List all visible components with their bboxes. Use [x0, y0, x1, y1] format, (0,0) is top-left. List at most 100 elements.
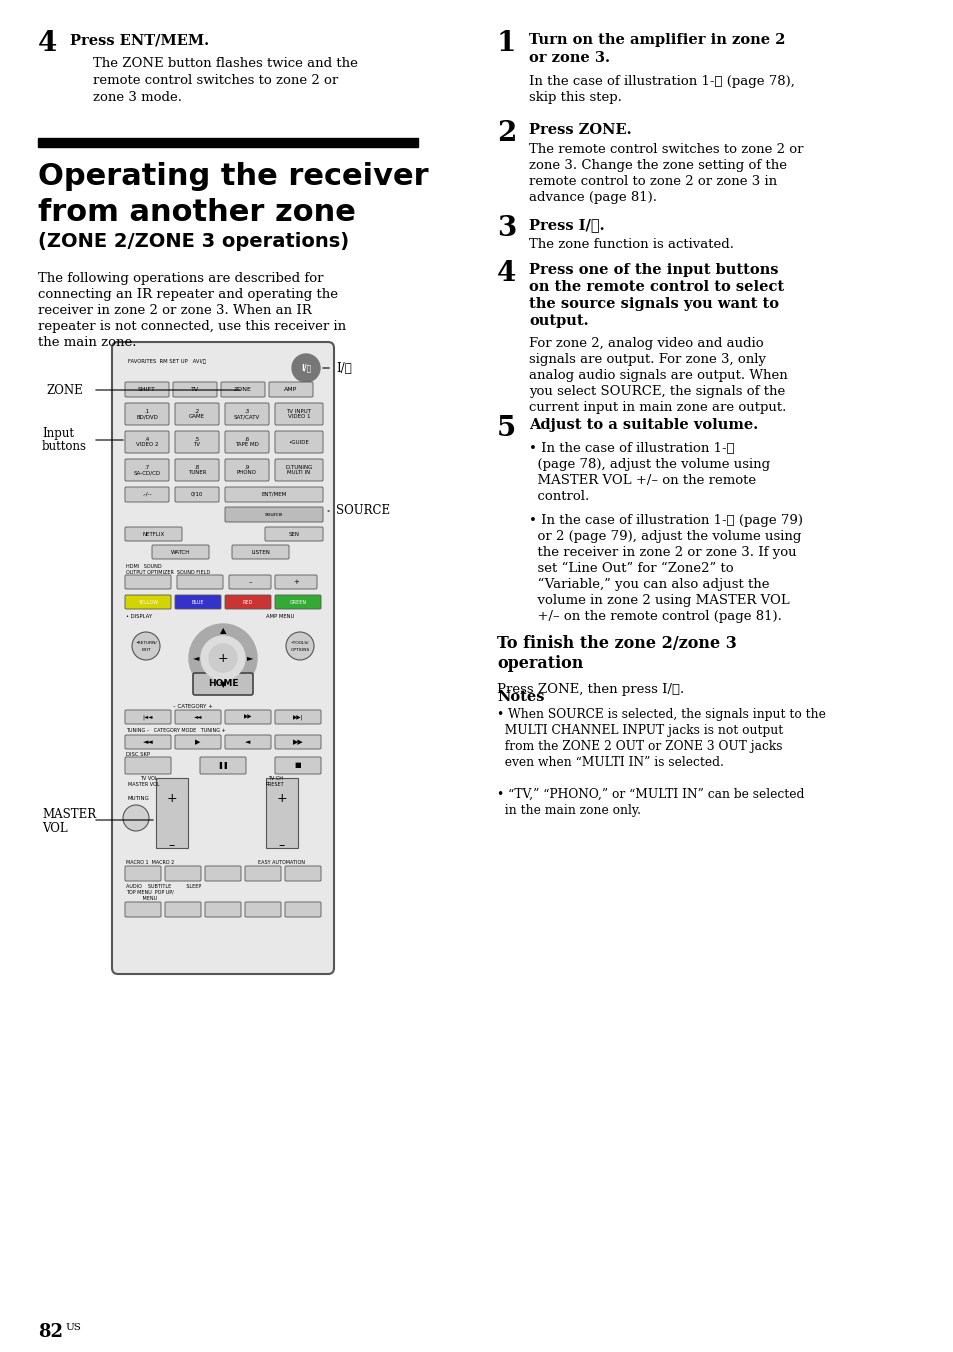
- Text: the main zone.: the main zone.: [38, 337, 136, 349]
- FancyBboxPatch shape: [125, 458, 169, 481]
- Text: Press one of the input buttons: Press one of the input buttons: [529, 264, 778, 277]
- Text: The ZONE button flashes twice and the: The ZONE button flashes twice and the: [92, 57, 357, 70]
- Text: For zone 2, analog video and audio: For zone 2, analog video and audio: [529, 337, 762, 350]
- Text: +: +: [276, 791, 287, 804]
- Text: Turn on the amplifier in zone 2: Turn on the amplifier in zone 2: [529, 32, 784, 47]
- FancyBboxPatch shape: [285, 902, 320, 917]
- Text: ▲: ▲: [219, 626, 226, 635]
- FancyBboxPatch shape: [269, 383, 313, 397]
- Text: signals are output. For zone 3, only: signals are output. For zone 3, only: [529, 353, 765, 366]
- Text: “Variable,” you can also adjust the: “Variable,” you can also adjust the: [529, 579, 769, 591]
- Text: MUTING: MUTING: [128, 795, 150, 800]
- Text: or 2 (page 79), adjust the volume using: or 2 (page 79), adjust the volume using: [529, 530, 801, 544]
- Text: OPTIONS: OPTIONS: [290, 648, 310, 652]
- Text: remote control to zone 2 or zone 3 in: remote control to zone 2 or zone 3 in: [529, 174, 777, 188]
- FancyBboxPatch shape: [125, 902, 161, 917]
- Text: TV CH: TV CH: [268, 776, 283, 780]
- Circle shape: [292, 354, 319, 383]
- Text: ▶▶: ▶▶: [244, 714, 252, 719]
- FancyBboxPatch shape: [225, 710, 271, 725]
- FancyBboxPatch shape: [174, 458, 219, 481]
- Text: .6
TAPE MD: .6 TAPE MD: [234, 437, 258, 448]
- Text: • DISPLAY: • DISPLAY: [126, 614, 152, 618]
- Text: Input: Input: [42, 427, 74, 441]
- FancyBboxPatch shape: [125, 383, 169, 397]
- FancyBboxPatch shape: [125, 710, 171, 725]
- Circle shape: [132, 631, 160, 660]
- Text: WATCH: WATCH: [171, 549, 190, 554]
- Text: 2: 2: [497, 120, 516, 147]
- FancyBboxPatch shape: [112, 342, 334, 973]
- Text: ►: ►: [247, 653, 253, 662]
- Text: OUTPUT OPTIMIZER  SOUND FIELD: OUTPUT OPTIMIZER SOUND FIELD: [126, 569, 210, 575]
- Text: remote control switches to zone 2 or: remote control switches to zone 2 or: [92, 74, 338, 87]
- Text: TOP MENU  POP UP/: TOP MENU POP UP/: [126, 890, 173, 895]
- Text: •RETURN/: •RETURN/: [135, 641, 157, 645]
- FancyBboxPatch shape: [125, 595, 171, 608]
- Text: Press ENT/MEM.: Press ENT/MEM.: [70, 32, 209, 47]
- Text: connecting an IR repeater and operating the: connecting an IR repeater and operating …: [38, 288, 337, 301]
- Bar: [156, 777, 188, 848]
- Text: •GUIDE: •GUIDE: [288, 439, 309, 445]
- Text: GREEN: GREEN: [289, 599, 306, 604]
- FancyBboxPatch shape: [274, 431, 323, 453]
- Text: the receiver in zone 2 or zone 3. If you: the receiver in zone 2 or zone 3. If you: [529, 546, 796, 558]
- Text: ■: ■: [294, 763, 301, 768]
- Text: +: +: [167, 791, 177, 804]
- Text: –: –: [278, 840, 285, 853]
- Text: EXIT: EXIT: [141, 648, 151, 652]
- Text: +: +: [217, 652, 228, 664]
- Text: skip this step.: skip this step.: [529, 91, 621, 104]
- FancyBboxPatch shape: [174, 595, 221, 608]
- Text: control.: control.: [529, 489, 589, 503]
- Circle shape: [123, 804, 149, 831]
- Text: operation: operation: [497, 654, 583, 672]
- Text: AMP: AMP: [284, 387, 297, 392]
- Text: ZONE: ZONE: [46, 384, 83, 396]
- FancyBboxPatch shape: [205, 902, 241, 917]
- Text: you select SOURCE, the signals of the: you select SOURCE, the signals of the: [529, 385, 784, 397]
- Text: ◄◄: ◄◄: [143, 740, 153, 745]
- Text: Press I/Ⓢ.: Press I/Ⓢ.: [529, 218, 604, 233]
- Text: 0/10: 0/10: [191, 492, 203, 498]
- FancyBboxPatch shape: [174, 403, 219, 425]
- FancyBboxPatch shape: [152, 545, 209, 558]
- Text: .5
TV: .5 TV: [193, 437, 200, 448]
- FancyBboxPatch shape: [125, 527, 182, 541]
- Text: receiver in zone 2 or zone 3. When an IR: receiver in zone 2 or zone 3. When an IR: [38, 304, 312, 316]
- Text: The remote control switches to zone 2 or: The remote control switches to zone 2 or: [529, 143, 802, 155]
- Text: 4: 4: [497, 260, 516, 287]
- Text: ZONE: ZONE: [233, 387, 252, 392]
- Text: LISTEN: LISTEN: [251, 549, 270, 554]
- Text: repeater is not connected, use this receiver in: repeater is not connected, use this rece…: [38, 320, 346, 333]
- Text: +/– on the remote control (page 81).: +/– on the remote control (page 81).: [529, 610, 781, 623]
- Text: 5: 5: [497, 415, 516, 442]
- Text: source: source: [265, 512, 283, 516]
- FancyBboxPatch shape: [232, 545, 289, 558]
- Text: I/Ⓢ: I/Ⓢ: [300, 364, 311, 373]
- Circle shape: [201, 635, 245, 680]
- Text: TV: TV: [191, 387, 199, 392]
- Text: EASY AUTOMATION: EASY AUTOMATION: [257, 860, 305, 864]
- Text: the source signals you want to: the source signals you want to: [529, 297, 779, 311]
- Text: MASTER: MASTER: [42, 807, 96, 821]
- FancyBboxPatch shape: [125, 431, 169, 453]
- Text: |◄◄: |◄◄: [143, 714, 153, 719]
- FancyBboxPatch shape: [245, 902, 281, 917]
- Text: zone 3 mode.: zone 3 mode.: [92, 91, 182, 104]
- FancyBboxPatch shape: [274, 735, 320, 749]
- Text: Operating the receiver: Operating the receiver: [38, 162, 428, 191]
- Text: .8
TUNER: .8 TUNER: [188, 465, 206, 476]
- Text: set “Line Out” for “Zone2” to: set “Line Out” for “Zone2” to: [529, 562, 733, 575]
- Text: 3: 3: [497, 215, 516, 242]
- Bar: [266, 777, 297, 848]
- Text: from another zone: from another zone: [38, 197, 355, 227]
- Text: advance (page 81).: advance (page 81).: [529, 191, 657, 204]
- Text: analog audio signals are output. When: analog audio signals are output. When: [529, 369, 787, 383]
- Text: • When SOURCE is selected, the signals input to the: • When SOURCE is selected, the signals i…: [497, 708, 825, 721]
- Text: • In the case of illustration 1-② (page 79): • In the case of illustration 1-② (page …: [529, 514, 802, 527]
- Text: ◄: ◄: [193, 653, 199, 662]
- Text: US: US: [65, 1324, 81, 1332]
- Text: Press ZONE, then press I/Ⓢ.: Press ZONE, then press I/Ⓢ.: [497, 683, 683, 696]
- Text: volume in zone 2 using MASTER VOL: volume in zone 2 using MASTER VOL: [529, 594, 789, 607]
